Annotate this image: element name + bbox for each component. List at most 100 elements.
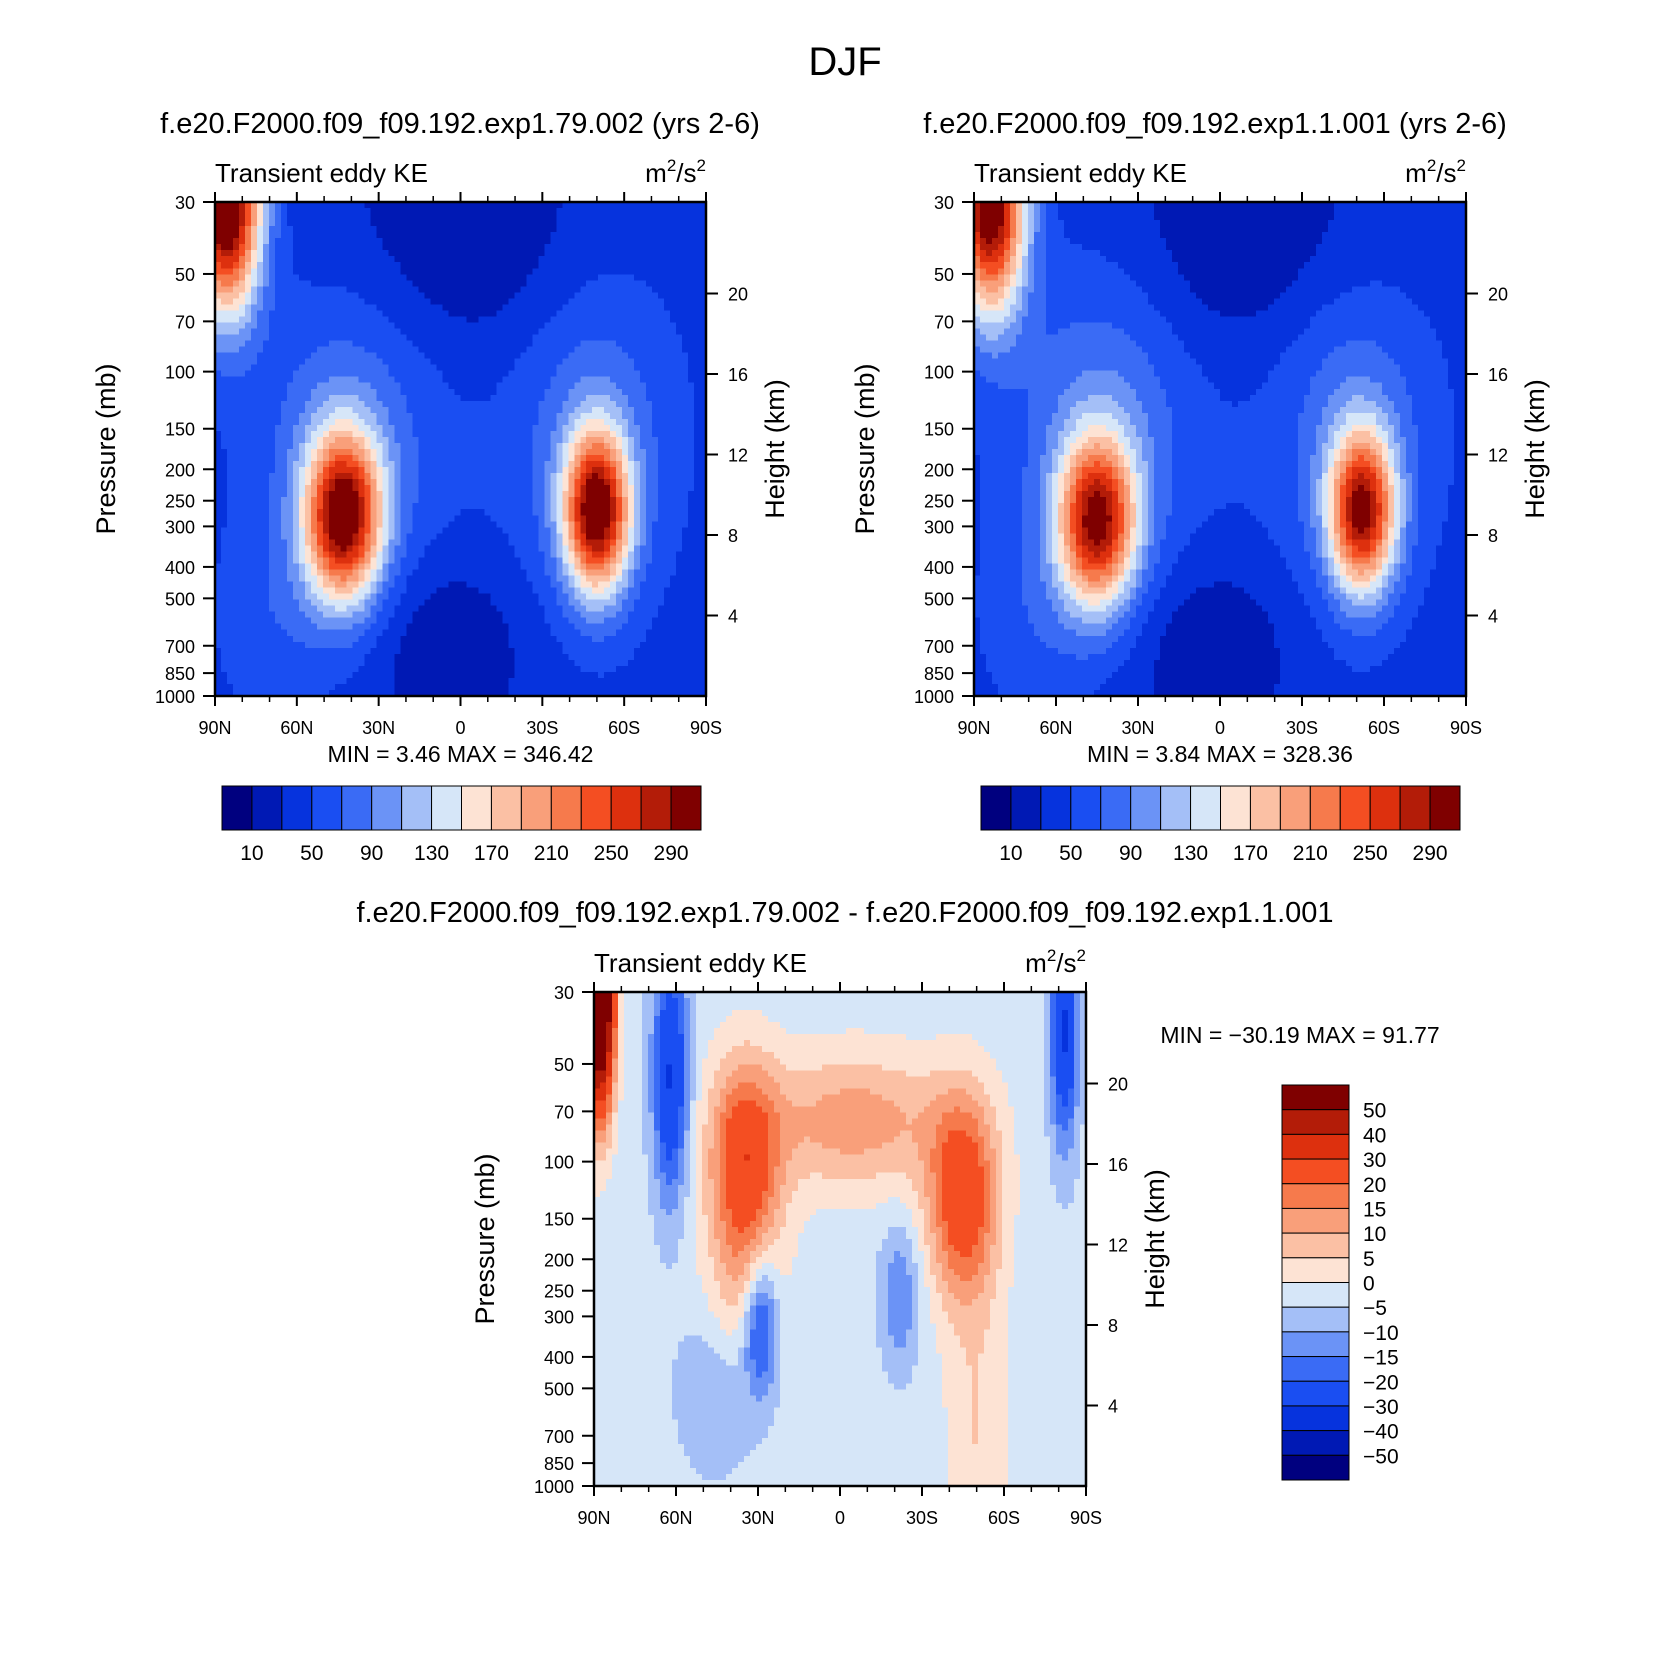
panel1-cell <box>556 280 563 287</box>
panel1-cell <box>532 418 539 426</box>
panel1-cell <box>220 479 228 486</box>
panel1-cell <box>658 364 665 372</box>
panel1-cell <box>532 461 539 468</box>
panel1-cell <box>346 418 354 426</box>
panel1-cell <box>394 274 402 281</box>
panel1-cell <box>526 442 533 450</box>
panel1-cell <box>478 280 486 287</box>
panel1-cell <box>238 545 246 553</box>
panel1-cell <box>274 491 282 498</box>
panel1-cell <box>658 527 665 534</box>
panel1-cell <box>688 358 695 366</box>
panel1-cell <box>436 346 444 354</box>
panel1-cell <box>664 334 671 342</box>
panel1-cell <box>280 262 288 269</box>
panel1-cell <box>694 220 701 227</box>
panel1-cell <box>472 244 480 251</box>
panel1-field <box>215 202 707 697</box>
panel1-cell <box>526 412 533 420</box>
panel1-cell <box>316 473 324 480</box>
panel1-cell <box>520 226 527 233</box>
panel1-cell <box>436 527 444 534</box>
panel1-cell <box>394 497 402 504</box>
panel1-cell <box>352 286 360 293</box>
panel1-cell <box>448 485 456 492</box>
panel1-cell <box>262 455 270 462</box>
panel1-cell <box>226 268 234 275</box>
panel1-cell <box>466 328 474 336</box>
panel1-cell <box>580 214 587 221</box>
panel1-cell <box>682 449 689 456</box>
panel1-cell <box>598 551 605 559</box>
panel1-cell <box>220 208 228 215</box>
panel1-cell <box>346 214 354 221</box>
panel1-cell <box>436 551 444 559</box>
panel1-cell <box>262 232 270 239</box>
panel1-cell <box>406 208 414 215</box>
panel1-cell <box>346 521 354 528</box>
panel1-cell <box>220 274 228 281</box>
panel1-cell <box>430 563 438 571</box>
panel1-cell <box>628 214 635 221</box>
panel1-cell <box>574 436 581 444</box>
panel1-cell <box>364 455 372 462</box>
panel1-cell <box>304 358 312 366</box>
panel1-cell <box>454 563 462 571</box>
panel1-cell <box>436 449 444 456</box>
panel1-cell <box>694 244 701 251</box>
panel1-cell <box>238 503 246 510</box>
panel1-cell <box>328 400 336 408</box>
panel1-cell <box>544 563 551 571</box>
panel1-cell <box>496 424 504 432</box>
panel1-cell <box>304 436 312 444</box>
panel1-cell <box>448 430 456 438</box>
panel1-cell <box>514 563 521 571</box>
panel1-cell <box>328 268 336 275</box>
panel1-cell <box>544 382 551 390</box>
panel1-cell <box>448 467 456 474</box>
panel1-cell <box>586 539 593 546</box>
panel1-cell <box>544 485 551 492</box>
panel1-cell <box>298 376 306 384</box>
panel1-cell <box>508 232 515 239</box>
panel1-cell <box>226 202 234 209</box>
panel1-cell <box>526 298 533 306</box>
panel1-cell <box>394 346 402 354</box>
panel1-cell <box>526 430 533 438</box>
panel1-cell <box>292 563 300 571</box>
panel1-cell <box>244 503 252 510</box>
panel1-cell <box>628 479 635 486</box>
panel1-cell <box>364 346 372 354</box>
panel1-cell <box>232 226 240 233</box>
panel1-cell <box>514 539 521 546</box>
panel1-cell <box>460 479 468 486</box>
panel1-cell <box>568 286 575 293</box>
panel1-cell <box>670 226 677 233</box>
panel1-cell <box>250 503 258 510</box>
panel1-cell <box>598 376 605 384</box>
panel1-cell <box>244 563 252 571</box>
panel1-cell <box>322 202 330 209</box>
panel1-cell <box>436 539 444 546</box>
panel1-cell <box>280 467 288 474</box>
panel1-cell <box>292 274 300 281</box>
panel1-cell <box>610 485 617 492</box>
panel1-cell <box>616 280 623 287</box>
panel1-cell <box>496 268 504 275</box>
panel1-cell <box>376 376 384 384</box>
panel1-cell <box>604 557 611 565</box>
panel1-cell <box>358 509 366 516</box>
panel1-cell <box>220 340 228 348</box>
panel1-cell <box>298 262 306 269</box>
panel1-cell <box>370 400 378 408</box>
panel1-cell <box>215 527 222 534</box>
panel1-cell <box>382 418 390 426</box>
panel1-cell <box>460 449 468 456</box>
panel1-cell <box>244 557 252 565</box>
panel1-cell <box>526 479 533 486</box>
panel1-cell <box>592 557 599 565</box>
panel1-cell <box>370 563 378 571</box>
panel1-cell <box>424 214 432 221</box>
panel1-cell <box>520 358 527 366</box>
panel1-cell <box>220 461 228 468</box>
